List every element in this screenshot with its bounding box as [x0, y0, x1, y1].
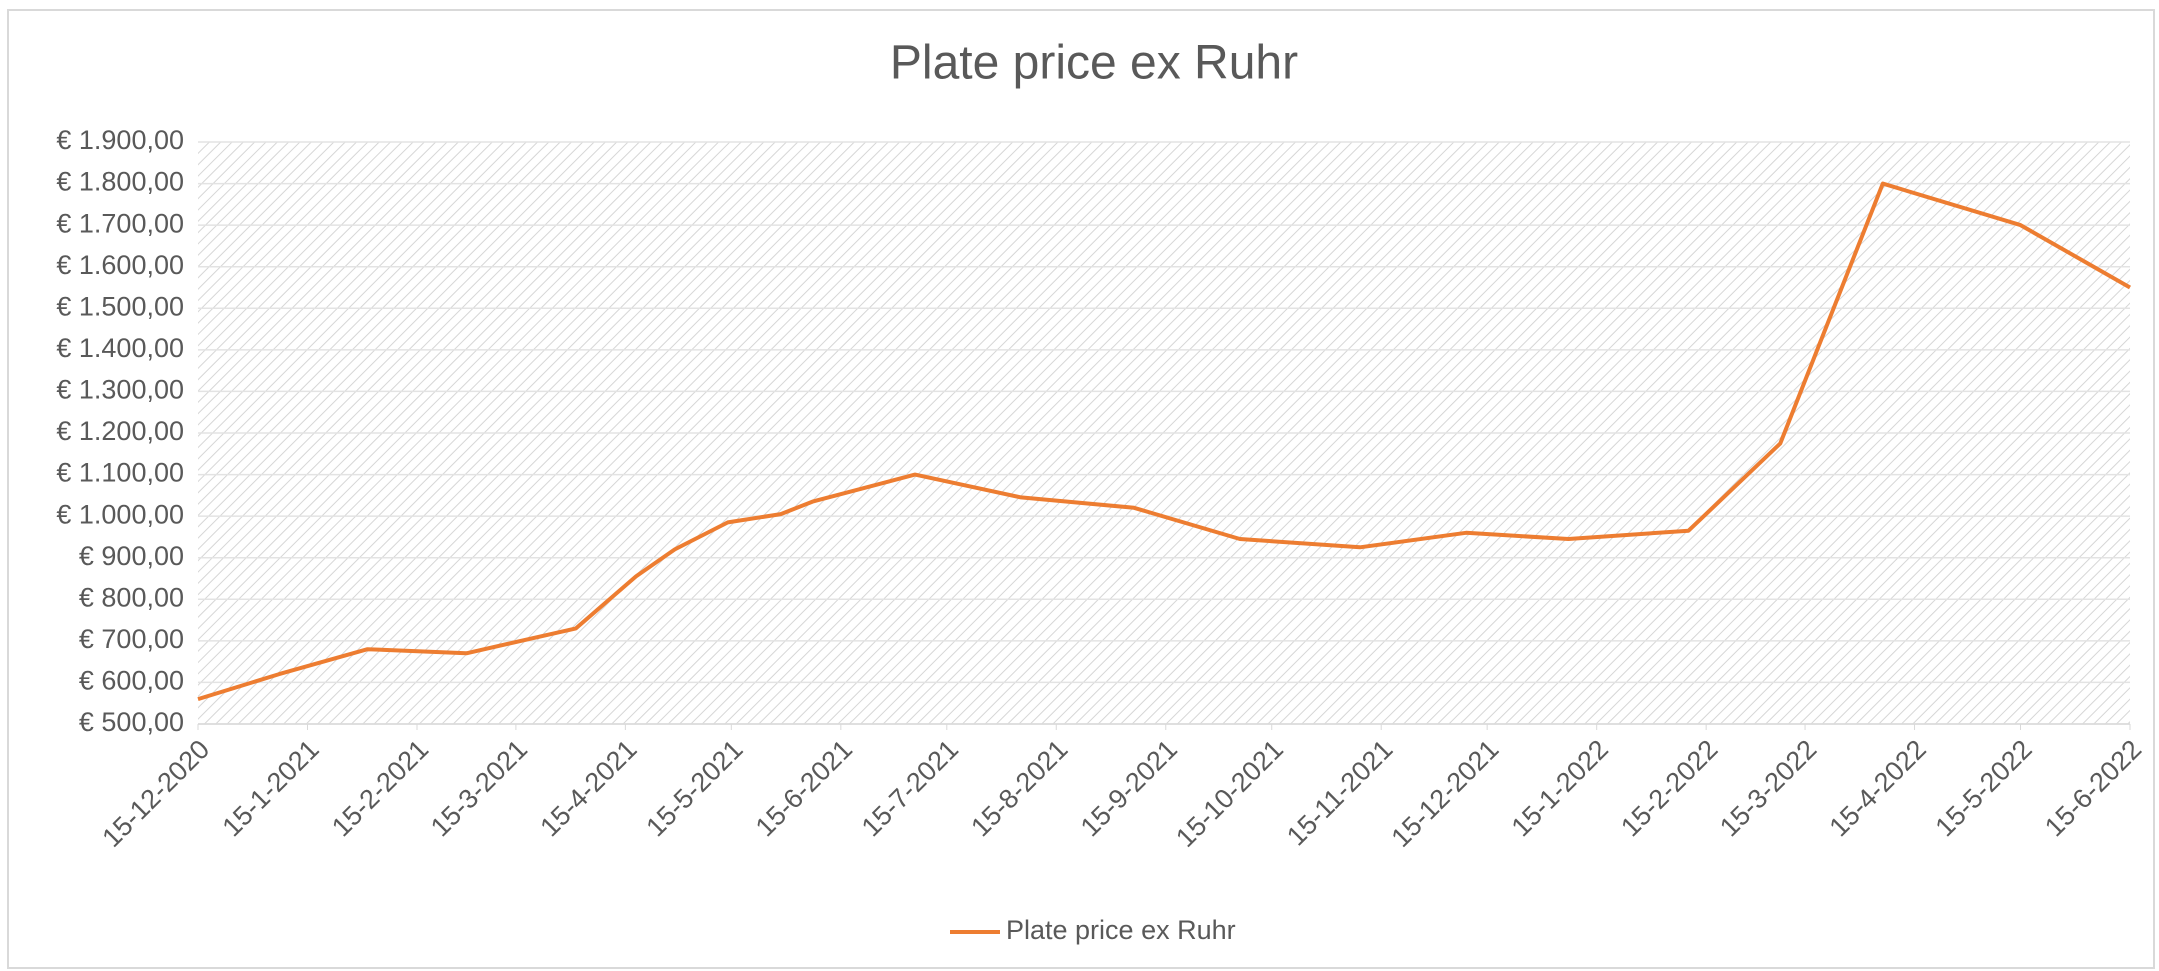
data-line [197, 181, 2131, 702]
y-tick-label: € 1.500,00 [56, 291, 184, 321]
y-tick-label: € 1.400,00 [56, 333, 184, 363]
y-tick-label: € 1.200,00 [56, 416, 184, 446]
y-tick-label: € 1.000,00 [56, 499, 184, 529]
y-tick-label: € 600,00 [79, 666, 184, 696]
y-tick-label: € 1.800,00 [56, 167, 184, 197]
y-tick-label: € 500,00 [79, 707, 184, 737]
y-tick-label: € 900,00 [79, 541, 184, 571]
chart-title: Plate price ex Ruhr [890, 37, 1298, 90]
y-tick-label: € 700,00 [79, 624, 184, 654]
y-tick-label: € 1.900,00 [56, 125, 184, 155]
y-tick-label: € 800,00 [79, 582, 184, 612]
y-tick-label: € 1.100,00 [56, 458, 184, 488]
y-tick-label: € 1.700,00 [56, 208, 184, 238]
y-tick-label: € 1.300,00 [56, 375, 184, 405]
y-tick-label: € 1.600,00 [56, 250, 184, 280]
legend-label: Plate price ex Ruhr [1006, 915, 1236, 945]
